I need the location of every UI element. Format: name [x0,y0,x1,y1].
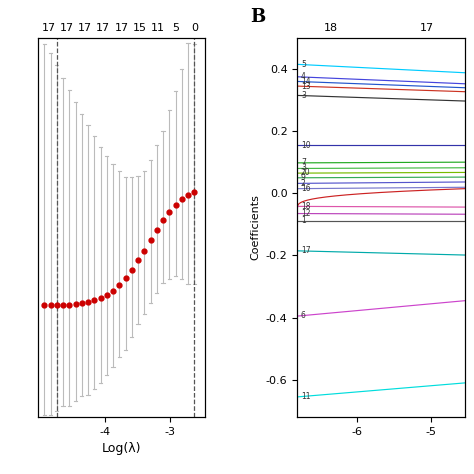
Text: 18: 18 [301,201,310,210]
Text: 1: 1 [301,217,306,226]
Text: 11: 11 [301,392,310,401]
Text: 12: 12 [301,209,310,218]
Y-axis label: Coefficients: Coefficients [250,195,260,260]
Text: 5: 5 [301,60,306,69]
X-axis label: Log(λ): Log(λ) [102,442,141,456]
Text: 16: 16 [301,184,310,193]
Text: 3: 3 [301,91,306,100]
Text: 3: 3 [301,164,306,173]
Text: 2: 2 [301,179,306,188]
Text: B: B [250,8,265,26]
Text: 13: 13 [301,82,310,91]
Text: 20: 20 [301,168,310,177]
Text: 14: 14 [301,77,310,86]
Text: 6: 6 [301,311,306,320]
Text: 9: 9 [301,173,306,182]
Text: 17: 17 [301,246,310,255]
Text: 10: 10 [301,141,310,150]
Text: 4: 4 [301,72,306,81]
Text: 7: 7 [301,158,306,167]
